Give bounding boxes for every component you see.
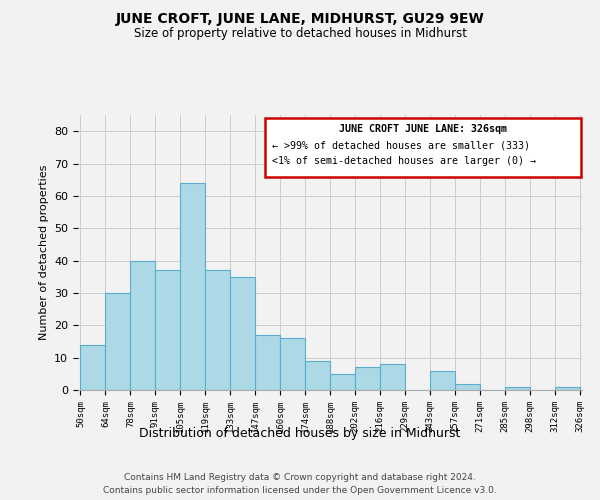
Text: <1% of semi-detached houses are larger (0) →: <1% of semi-detached houses are larger (… — [272, 156, 536, 166]
Bar — [305, 361, 330, 390]
Bar — [430, 370, 455, 390]
Text: Size of property relative to detached houses in Midhurst: Size of property relative to detached ho… — [133, 28, 467, 40]
Text: Contains HM Land Registry data © Crown copyright and database right 2024.
Contai: Contains HM Land Registry data © Crown c… — [103, 472, 497, 494]
Bar — [180, 183, 205, 390]
Bar — [505, 387, 530, 390]
Bar — [255, 335, 280, 390]
Bar — [380, 364, 405, 390]
Bar — [230, 277, 255, 390]
Bar — [205, 270, 230, 390]
Bar — [80, 344, 106, 390]
Text: JUNE CROFT JUNE LANE: 326sqm: JUNE CROFT JUNE LANE: 326sqm — [339, 124, 507, 134]
Bar — [330, 374, 355, 390]
Y-axis label: Number of detached properties: Number of detached properties — [38, 165, 49, 340]
Bar — [554, 387, 580, 390]
Bar — [455, 384, 480, 390]
Bar — [355, 368, 380, 390]
Bar — [106, 293, 130, 390]
Text: ← >99% of detached houses are smaller (333): ← >99% of detached houses are smaller (3… — [272, 141, 530, 151]
Text: Distribution of detached houses by size in Midhurst: Distribution of detached houses by size … — [139, 428, 461, 440]
Bar — [280, 338, 305, 390]
Bar — [130, 260, 155, 390]
Bar — [155, 270, 180, 390]
Text: JUNE CROFT, JUNE LANE, MIDHURST, GU29 9EW: JUNE CROFT, JUNE LANE, MIDHURST, GU29 9E… — [116, 12, 484, 26]
